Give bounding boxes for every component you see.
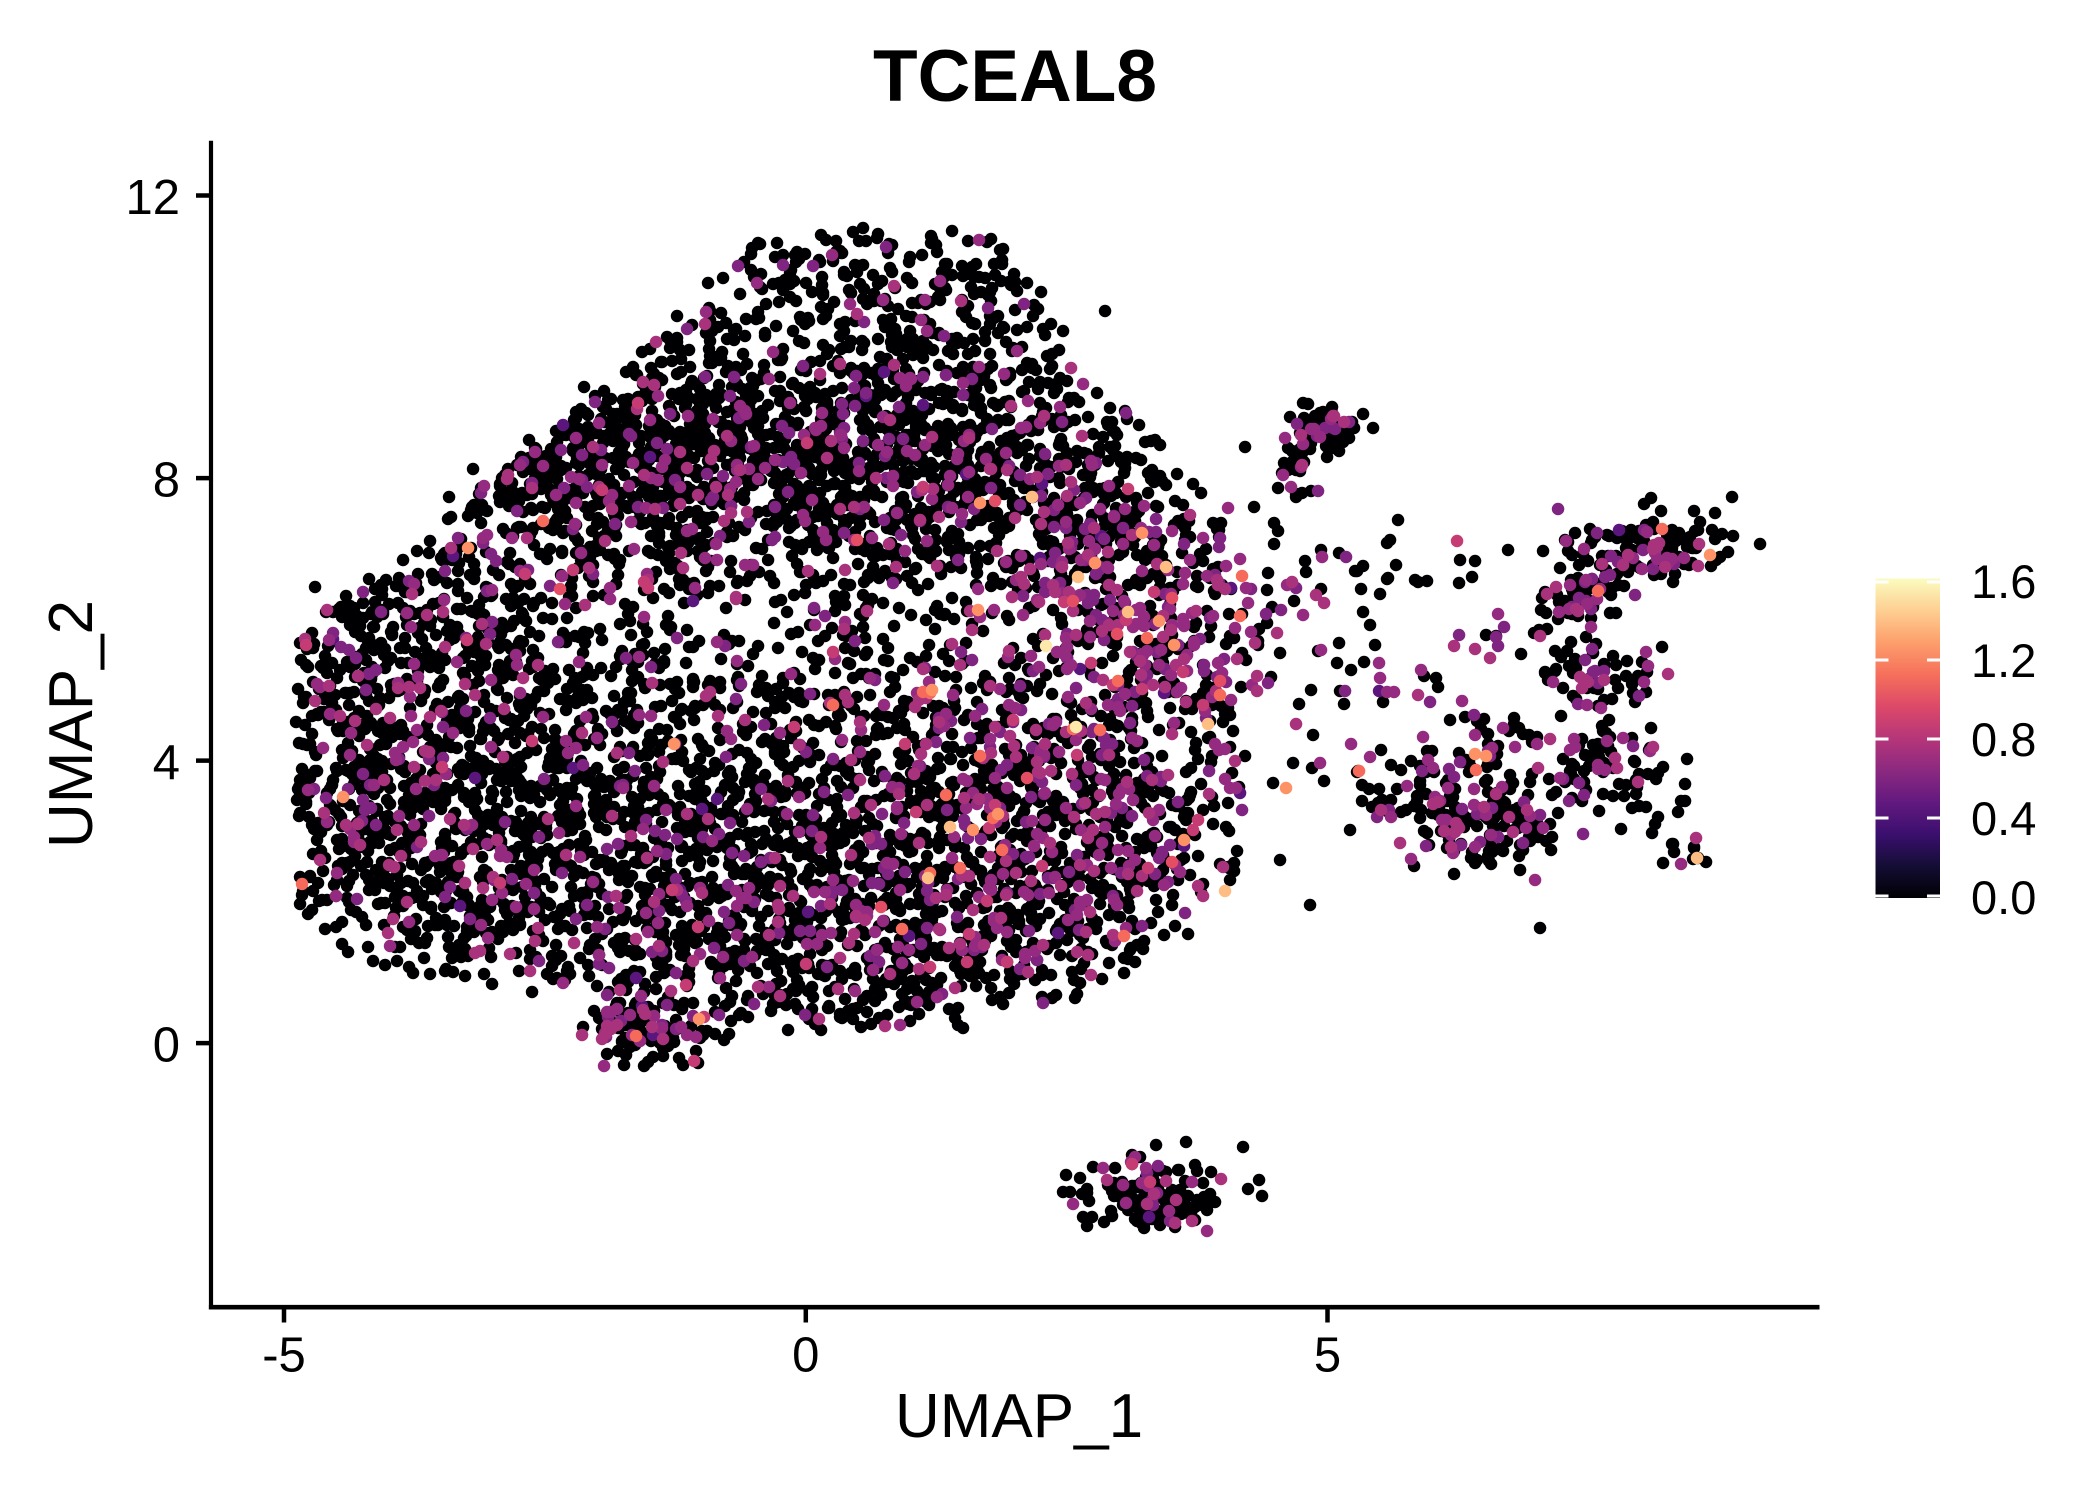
svg-text:1.6: 1.6 <box>1971 555 2036 608</box>
svg-text:5: 5 <box>1314 1329 1341 1383</box>
svg-text:0.4: 0.4 <box>1971 792 2036 845</box>
svg-text:-5: -5 <box>262 1329 306 1383</box>
svg-text:8: 8 <box>153 454 180 508</box>
svg-text:0: 0 <box>153 1019 180 1073</box>
svg-text:1.2: 1.2 <box>1971 634 2036 687</box>
svg-text:0: 0 <box>792 1329 819 1383</box>
svg-text:0.0: 0.0 <box>1971 871 2036 924</box>
svg-text:4: 4 <box>153 736 180 790</box>
svg-text:UMAP_2: UMAP_2 <box>37 600 106 848</box>
svg-text:TCEAL8: TCEAL8 <box>873 36 1157 117</box>
svg-text:12: 12 <box>125 171 180 225</box>
svg-text:UMAP_1: UMAP_1 <box>895 1382 1143 1451</box>
svg-text:0.8: 0.8 <box>1971 713 2036 766</box>
